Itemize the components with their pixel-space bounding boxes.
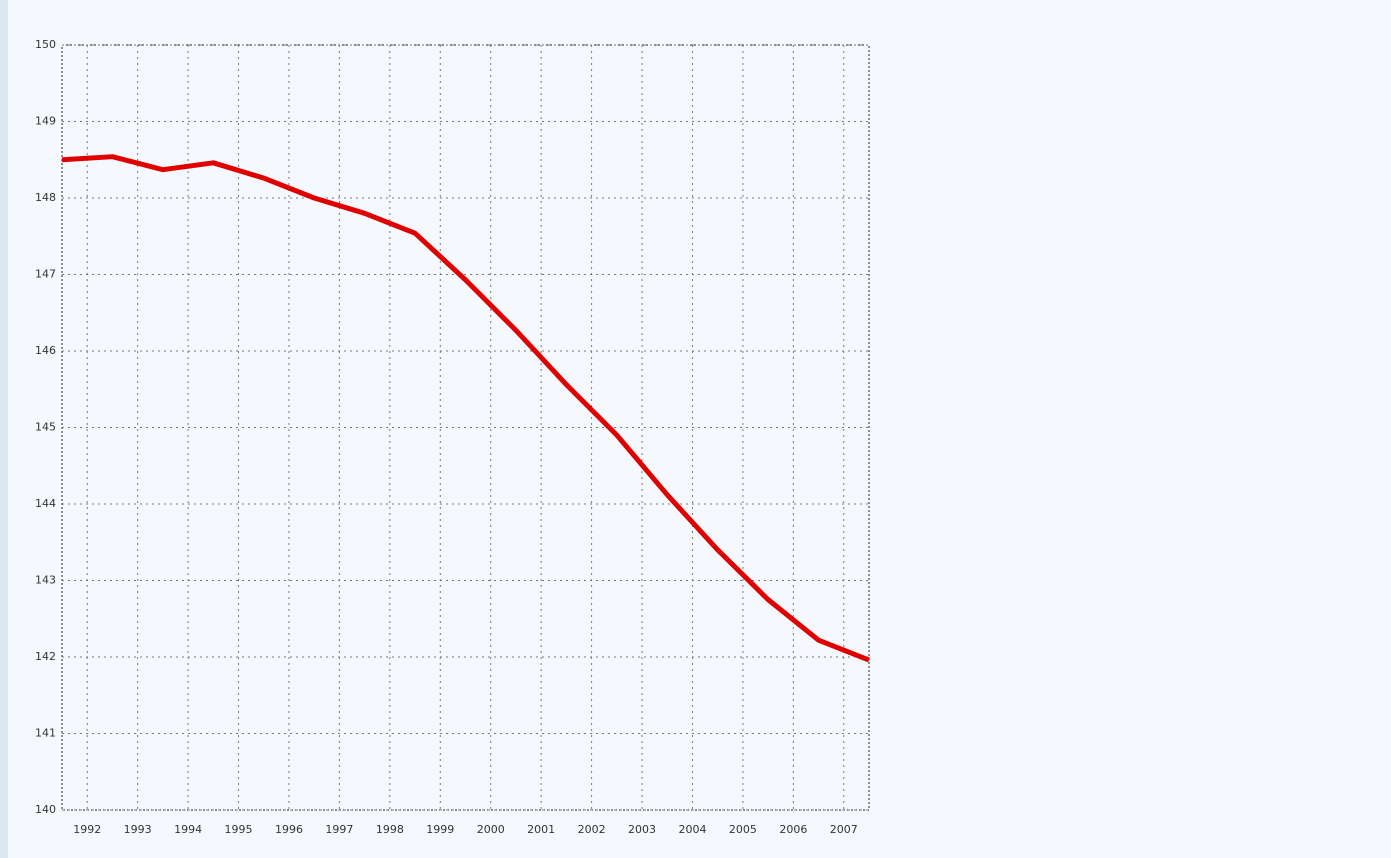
x-tick-label: 1995	[225, 823, 253, 836]
y-tick-label: 150	[35, 38, 56, 51]
x-tick-label: 2003	[628, 823, 656, 836]
y-tick-label: 149	[35, 115, 56, 128]
x-tick-label: 2006	[779, 823, 807, 836]
y-tick-label: 143	[35, 574, 56, 587]
y-tick-label: 148	[35, 191, 56, 204]
x-tick-label: 2001	[527, 823, 555, 836]
x-tick-label: 1992	[73, 823, 101, 836]
x-tick-label: 1993	[124, 823, 152, 836]
y-tick-label: 147	[35, 268, 56, 281]
x-tick-label: 2004	[678, 823, 706, 836]
data-line	[61, 154, 870, 663]
y-tick-label: 142	[35, 650, 56, 663]
y-tick-label: 140	[35, 803, 56, 816]
y-tick-label: 145	[35, 421, 56, 434]
x-tick-label: 1999	[426, 823, 454, 836]
x-tick-label: 2002	[578, 823, 606, 836]
x-tick-label: 1996	[275, 823, 303, 836]
y-tick-label: 144	[35, 497, 56, 510]
x-tick-label: 2005	[729, 823, 757, 836]
x-tick-label: 1998	[376, 823, 404, 836]
x-tick-label: 1994	[174, 823, 202, 836]
y-tick-label: 146	[35, 344, 56, 357]
x-tick-label: 2000	[477, 823, 505, 836]
x-tick-label: 2007	[830, 823, 858, 836]
window-edge	[0, 0, 8, 858]
y-tick-label: 141	[35, 727, 56, 740]
x-tick-label: 1997	[325, 823, 353, 836]
